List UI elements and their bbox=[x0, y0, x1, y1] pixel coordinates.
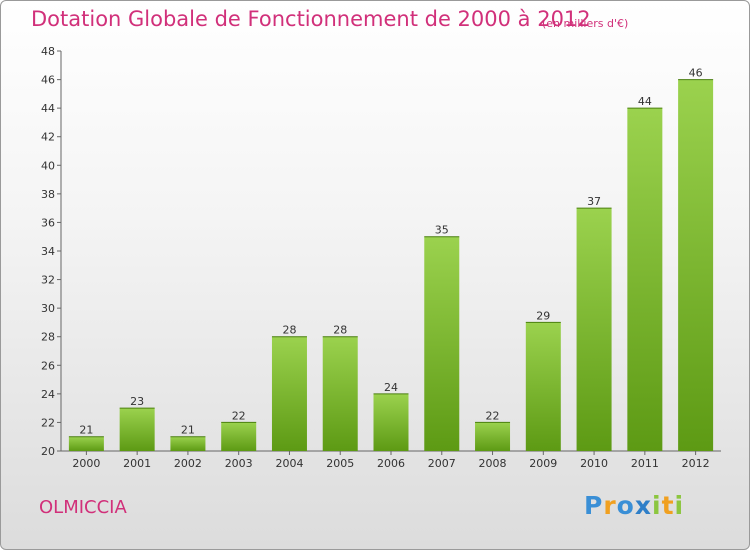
y-tick-label: 38 bbox=[41, 188, 55, 201]
y-tick-label: 22 bbox=[41, 416, 55, 429]
x-tick-label: 2009 bbox=[529, 457, 557, 470]
bar-value-label: 35 bbox=[435, 224, 449, 237]
bar bbox=[475, 422, 511, 451]
bar bbox=[627, 108, 663, 452]
bar bbox=[678, 79, 714, 452]
y-tick-label: 46 bbox=[41, 74, 55, 87]
y-tick-label: 28 bbox=[41, 331, 55, 344]
bar bbox=[119, 408, 155, 451]
x-tick-label: 2004 bbox=[275, 457, 303, 470]
bar-value-label: 46 bbox=[689, 67, 703, 80]
y-tick-label: 24 bbox=[41, 388, 55, 401]
bar bbox=[525, 322, 561, 451]
bar-value-label: 24 bbox=[384, 381, 398, 394]
bar-value-label: 21 bbox=[79, 424, 93, 437]
bar-value-label: 28 bbox=[333, 324, 347, 337]
bar-value-label: 23 bbox=[130, 395, 144, 408]
bar bbox=[68, 436, 104, 451]
y-tick-label: 36 bbox=[41, 216, 55, 229]
bar bbox=[576, 208, 612, 451]
bar bbox=[373, 393, 409, 451]
y-tick-label: 30 bbox=[41, 302, 55, 315]
bar-value-label: 44 bbox=[638, 95, 652, 108]
x-tick-label: 2008 bbox=[479, 457, 507, 470]
x-tick-label: 2002 bbox=[174, 457, 202, 470]
bar-value-label: 28 bbox=[282, 324, 296, 337]
bar bbox=[221, 422, 257, 451]
x-tick-label: 2005 bbox=[326, 457, 354, 470]
bar-value-label: 22 bbox=[486, 409, 500, 422]
x-tick-label: 2010 bbox=[580, 457, 608, 470]
y-tick-label: 20 bbox=[41, 445, 55, 458]
bar bbox=[271, 336, 307, 451]
y-tick-label: 32 bbox=[41, 274, 55, 287]
bar-value-label: 37 bbox=[587, 195, 601, 208]
y-tick-label: 26 bbox=[41, 359, 55, 372]
y-tick-label: 34 bbox=[41, 245, 55, 258]
x-tick-label: 2003 bbox=[225, 457, 253, 470]
chart-title: Dotation Globale de Fonctionnement de 20… bbox=[31, 7, 591, 31]
y-tick-label: 48 bbox=[41, 45, 55, 58]
proxiti-logo[interactable]: Proxiti bbox=[584, 491, 685, 520]
bar-value-label: 21 bbox=[181, 424, 195, 437]
bar bbox=[424, 236, 460, 451]
bar-value-label: 29 bbox=[536, 309, 550, 322]
x-tick-label: 2001 bbox=[123, 457, 151, 470]
y-tick-label: 40 bbox=[41, 159, 55, 172]
x-tick-label: 2012 bbox=[682, 457, 710, 470]
place-name: OLMICCIA bbox=[39, 497, 127, 518]
bar bbox=[322, 336, 358, 451]
x-tick-label: 2000 bbox=[72, 457, 100, 470]
x-tick-label: 2007 bbox=[428, 457, 456, 470]
x-tick-label: 2006 bbox=[377, 457, 405, 470]
y-tick-label: 44 bbox=[41, 102, 55, 115]
bar-value-label: 22 bbox=[232, 409, 246, 422]
bar bbox=[170, 436, 206, 451]
y-tick-label: 42 bbox=[41, 131, 55, 144]
chart-unit: (en milliers d'€) bbox=[542, 17, 629, 30]
x-tick-label: 2011 bbox=[631, 457, 659, 470]
